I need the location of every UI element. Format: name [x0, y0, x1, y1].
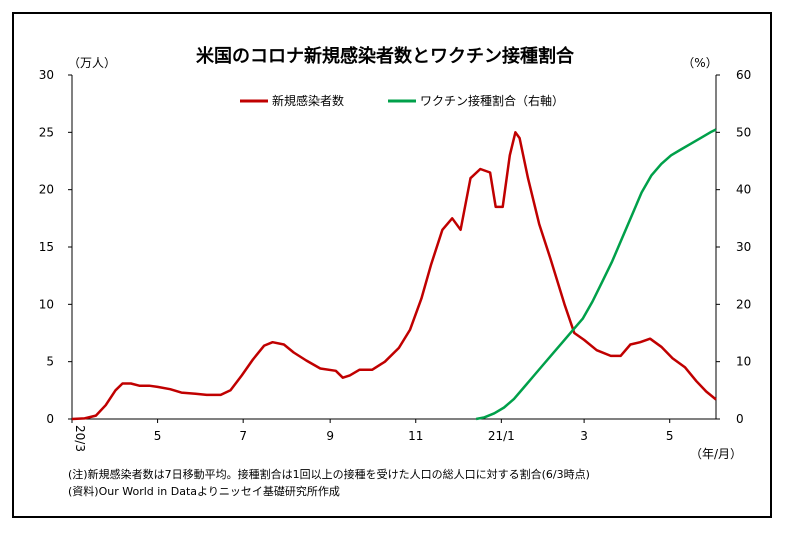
axes-group: 0 5 10 15 20 25 30 0 10 20 30 40 50 60 20/3 5 7 9 11 21/1 3 5	[39, 68, 752, 452]
y-left-tick-label: 20	[39, 183, 54, 197]
y-left-tick-label: 15	[39, 240, 54, 254]
x-tick-label: 20/3	[73, 425, 87, 452]
legend-label-cases: 新規感染者数	[272, 93, 344, 108]
series-line-cases	[71, 131, 717, 421]
x-tick-label: 3	[580, 429, 588, 443]
x-axis-label: （年/月）	[690, 447, 742, 461]
y-right-tick-label: 60	[736, 68, 751, 82]
x-tick-label: 7	[239, 429, 247, 443]
y-axis-right-label: （%）	[682, 56, 717, 70]
y-right-tick-label: 50	[736, 125, 751, 139]
series-lines	[71, 128, 717, 421]
y-right-tick-label: 0	[736, 412, 744, 426]
footnote: (注)新規感染者数は7日移動平均。接種割合は1回以上の接種を受けた人口の総人口に…	[68, 468, 590, 481]
x-tick-label: 5	[666, 429, 674, 443]
y-axis-left-label: （万人）	[68, 56, 116, 70]
x-tick-label: 11	[408, 429, 423, 443]
y-left-tick-label: 5	[46, 355, 54, 369]
legend: 新規感染者数 ワクチン接種割合（右軸）	[240, 93, 564, 108]
x-tick-label: 5	[154, 429, 162, 443]
y-right-tick-label: 30	[736, 240, 751, 254]
series-line-vaccination	[475, 128, 717, 421]
y-left-tick-label: 0	[46, 412, 54, 426]
y-left-tick-label: 30	[39, 68, 54, 82]
chart-title: 米国のコロナ新規感染者数とワクチン接種割合	[196, 45, 575, 67]
y-left-tick-label: 25	[39, 125, 54, 139]
y-right-tick-label: 40	[736, 183, 751, 197]
y-right-tick-label: 20	[736, 297, 751, 311]
y-right-tick-label: 10	[736, 355, 751, 369]
source-note: (資料)Our World in Dataよりニッセイ基礎研究所作成	[68, 485, 340, 498]
chart-frame	[12, 12, 772, 518]
y-left-tick-label: 10	[39, 297, 54, 311]
x-tick-label: 21/1	[488, 429, 515, 443]
x-tick-label: 9	[326, 429, 334, 443]
legend-label-vaccination: ワクチン接種割合（右軸）	[420, 93, 564, 108]
